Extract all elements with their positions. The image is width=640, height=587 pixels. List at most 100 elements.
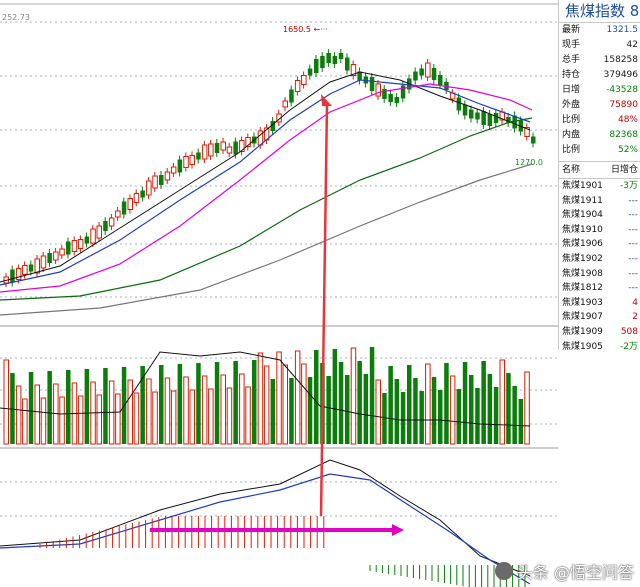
- candle-down: [431, 68, 437, 80]
- volume-bar: [270, 379, 276, 444]
- candle-down: [438, 75, 443, 85]
- candle-down: [320, 56, 325, 68]
- candle-up: [301, 75, 307, 85]
- contract-row[interactable]: 焦煤1812 ---: [559, 281, 640, 296]
- contract-value: 508: [620, 326, 638, 337]
- volume-bar: [47, 371, 52, 444]
- volume-bar: [345, 375, 350, 444]
- candle-down: [512, 115, 517, 129]
- contract-name: 焦煤1909: [562, 326, 603, 337]
- contract-row[interactable]: 焦煤1910 ---: [559, 223, 640, 238]
- volume-bar: [282, 364, 288, 445]
- volume-bar: [59, 396, 65, 445]
- low-price-label: 1270.0: [515, 158, 543, 167]
- candle-down: [84, 236, 90, 244]
- quote-row-label: 外盘: [562, 100, 581, 110]
- candle-up: [294, 80, 301, 92]
- volume-bar: [326, 376, 331, 444]
- volume-bar: [438, 390, 443, 444]
- candle-down: [289, 89, 294, 103]
- volume-bar: [96, 394, 102, 445]
- macd-dif: [0, 459, 531, 577]
- contract-name: 焦煤1910: [562, 224, 603, 235]
- candle-up: [34, 258, 40, 274]
- volume-bar: [462, 362, 468, 444]
- candle-up: [226, 146, 233, 154]
- contract-row[interactable]: 焦煤1902 ---: [559, 252, 640, 267]
- volume-bar: [307, 377, 313, 444]
- candle-down: [469, 109, 474, 119]
- volume-bar: [369, 347, 375, 444]
- volume-bar: [245, 386, 251, 445]
- contract-row[interactable]: 焦煤1907 2: [559, 310, 640, 325]
- ma120-line: [0, 163, 533, 316]
- contract-row[interactable]: 焦煤1911 ---: [559, 194, 640, 209]
- volume-bar: [40, 397, 47, 445]
- candle-down: [388, 94, 393, 102]
- candle-up: [183, 156, 189, 168]
- quote-row-label: 比例: [562, 115, 581, 125]
- volume-bar: [301, 363, 307, 445]
- contract-row[interactable]: 焦煤1909 508: [559, 325, 640, 340]
- contract-row[interactable]: 焦煤1905 -2万: [559, 340, 640, 355]
- volume-bar: [146, 378, 152, 445]
- volume-bar: [263, 365, 270, 445]
- volume-bar: [22, 398, 28, 445]
- quote-row-value: 48%: [617, 115, 638, 125]
- contract-value: 4: [632, 297, 638, 308]
- quote-row-label: 日增: [562, 85, 581, 95]
- contract-row[interactable]: 焦煤1903 4: [559, 296, 640, 311]
- contract-row[interactable]: 焦煤1901 -3万: [559, 179, 640, 194]
- candle-up: [90, 228, 96, 244]
- volume-bar: [189, 389, 195, 445]
- candle-down: [493, 113, 499, 123]
- volume-bar: [226, 387, 233, 445]
- volume-bar: [382, 393, 387, 444]
- candle-up: [115, 210, 121, 218]
- quote-row: 日增 -43528: [559, 83, 640, 98]
- contract-row[interactable]: 焦煤1906 ---: [559, 237, 640, 252]
- contract-name: 焦煤1906: [562, 239, 603, 250]
- candle-down: [506, 117, 511, 123]
- contract-name: 焦煤1903: [562, 297, 603, 308]
- quote-row-label: 比例: [562, 145, 581, 155]
- macd-dea: [0, 473, 531, 585]
- volume-bar: [257, 352, 264, 445]
- candle-down: [413, 71, 418, 81]
- contract-row[interactable]: 焦煤1908 ---: [559, 267, 640, 282]
- volume-bar: [394, 379, 400, 444]
- candle-down: [475, 112, 480, 120]
- quote-rows: 最新 1321.5 现手 42 总手 158258 持仓 379496 日增 -43528 外盘 75…: [559, 23, 640, 158]
- candle-up: [375, 83, 381, 97]
- volume-bar: [77, 395, 84, 445]
- quote-panel: 焦煤指数 8 最新 1321.5 现手 42 总手 158258 持仓 379496 日增 -43…: [558, 0, 640, 352]
- volume-bar: [314, 350, 319, 444]
- candle-up: [208, 143, 214, 157]
- volume-bar: [103, 368, 108, 444]
- candle-down: [196, 152, 201, 160]
- volume-bar: [512, 386, 517, 444]
- volume-bar: [196, 363, 201, 444]
- quote-row: 最新 1321.5: [559, 23, 640, 38]
- candle-down: [140, 190, 145, 198]
- quote-row: 现手 42: [559, 38, 640, 53]
- contract-row[interactable]: 焦煤1904 ---: [559, 208, 640, 223]
- contract-name: 焦煤1901: [562, 181, 603, 191]
- kline-chart[interactable]: [0, 0, 558, 587]
- quote-row: 总手 158258: [559, 53, 640, 68]
- candle-down: [307, 68, 313, 76]
- volume-bar: [10, 373, 15, 444]
- candle-up: [53, 251, 59, 261]
- volume-bar: [133, 392, 140, 445]
- candle-up: [146, 180, 152, 196]
- red-arrow-line: [319, 103, 329, 517]
- volume-bar: [164, 377, 171, 445]
- volume-bar: [159, 365, 164, 444]
- volume-bar: [363, 374, 369, 444]
- candle-up: [350, 64, 357, 76]
- volume-bar: [3, 359, 9, 445]
- red-arrow-head: [321, 94, 332, 106]
- contract-name: 焦煤1904: [562, 210, 603, 221]
- candle-down: [103, 221, 108, 231]
- volume-bar: [350, 347, 357, 445]
